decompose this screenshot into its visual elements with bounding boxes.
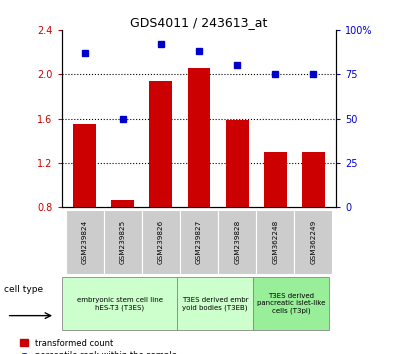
Bar	[62, 277, 177, 330]
Text: GSM239828: GSM239828	[234, 219, 240, 264]
Bar	[218, 210, 256, 274]
Text: GSM239825: GSM239825	[120, 219, 126, 264]
Text: T3ES derived embr
yoid bodies (T3EB): T3ES derived embr yoid bodies (T3EB)	[182, 297, 248, 310]
Bar	[187, 68, 211, 207]
Text: GSM362248: GSM362248	[272, 219, 278, 264]
Bar	[256, 210, 294, 274]
Bar	[66, 210, 103, 274]
Bar	[264, 152, 287, 207]
Bar	[295, 210, 332, 274]
Text: GSM239826: GSM239826	[158, 219, 164, 264]
Bar	[226, 120, 249, 207]
Bar	[253, 277, 330, 330]
Title: GDS4011 / 243613_at: GDS4011 / 243613_at	[130, 16, 268, 29]
Text: GSM362249: GSM362249	[310, 219, 316, 264]
Bar	[149, 81, 172, 207]
Text: cell type: cell type	[4, 285, 43, 294]
Text: T3ES derived
pancreatic islet-like
cells (T3pi): T3ES derived pancreatic islet-like cells…	[257, 293, 326, 314]
Text: GSM239827: GSM239827	[196, 219, 202, 264]
Text: GSM239824: GSM239824	[82, 219, 88, 264]
Bar	[302, 152, 325, 207]
Bar	[142, 210, 180, 274]
Bar	[180, 210, 218, 274]
Bar	[73, 124, 96, 207]
Bar	[104, 210, 142, 274]
Text: embryonic stem cell line
hES-T3 (T3ES): embryonic stem cell line hES-T3 (T3ES)	[77, 297, 163, 310]
Bar	[111, 200, 134, 207]
Bar	[177, 277, 253, 330]
Legend: transformed count, percentile rank within the sample: transformed count, percentile rank withi…	[20, 339, 177, 354]
